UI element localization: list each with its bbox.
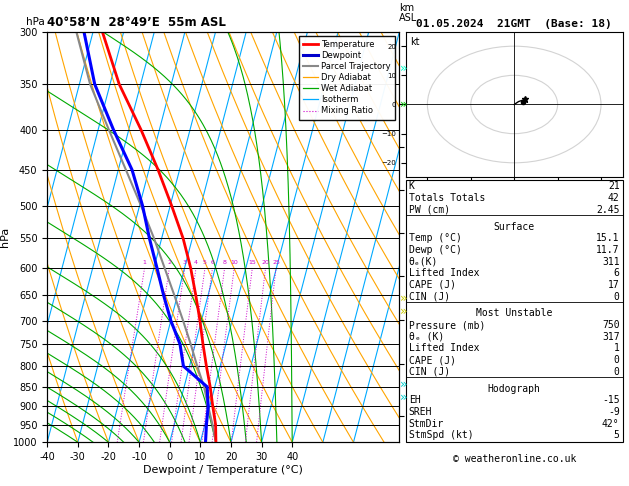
Text: 15.1: 15.1 (596, 233, 620, 243)
Text: 1: 1 (614, 344, 620, 353)
Text: 3: 3 (182, 260, 187, 265)
Text: 0: 0 (614, 367, 620, 377)
Text: StmDir: StmDir (409, 418, 444, 429)
Text: 0: 0 (614, 355, 620, 365)
Text: 21: 21 (608, 181, 620, 191)
Text: © weatheronline.co.uk: © weatheronline.co.uk (452, 454, 576, 464)
Text: 40°58’N  28°49’E  55m ASL: 40°58’N 28°49’E 55m ASL (47, 16, 226, 29)
Text: Mixing Ratio (g/kg): Mixing Ratio (g/kg) (440, 191, 450, 283)
Text: -15: -15 (602, 395, 620, 405)
Text: -9: -9 (608, 407, 620, 417)
Text: Surface: Surface (494, 222, 535, 231)
Text: K: K (409, 181, 415, 191)
Text: »: » (399, 378, 407, 391)
Text: CIN (J): CIN (J) (409, 292, 450, 301)
Text: 2.45: 2.45 (596, 205, 620, 215)
Text: Most Unstable: Most Unstable (476, 309, 552, 318)
Text: Lifted Index: Lifted Index (409, 268, 479, 278)
Text: Temp (°C): Temp (°C) (409, 233, 462, 243)
Text: 0: 0 (614, 292, 620, 301)
Text: 42°: 42° (602, 418, 620, 429)
Text: 1: 1 (143, 260, 147, 265)
Text: hPa: hPa (26, 17, 45, 28)
Text: θₑ(K): θₑ(K) (409, 257, 438, 266)
Text: 6: 6 (614, 268, 620, 278)
Text: EH: EH (409, 395, 421, 405)
Text: 4: 4 (194, 260, 198, 265)
Text: CAPE (J): CAPE (J) (409, 280, 456, 290)
Text: 5: 5 (614, 430, 620, 440)
Text: Dewp (°C): Dewp (°C) (409, 245, 462, 255)
Text: PW (cm): PW (cm) (409, 205, 450, 215)
Text: 317: 317 (602, 332, 620, 342)
Text: SREH: SREH (409, 407, 432, 417)
Text: CIN (J): CIN (J) (409, 367, 450, 377)
Legend: Temperature, Dewpoint, Parcel Trajectory, Dry Adiabat, Wet Adiabat, Isotherm, Mi: Temperature, Dewpoint, Parcel Trajectory… (299, 36, 395, 120)
Text: Hodograph: Hodograph (487, 383, 541, 394)
Text: 17: 17 (608, 280, 620, 290)
Text: LCL: LCL (406, 424, 423, 433)
Text: StmSpd (kt): StmSpd (kt) (409, 430, 474, 440)
Text: Pressure (mb): Pressure (mb) (409, 320, 485, 330)
Text: 10: 10 (230, 260, 238, 265)
Text: »: » (399, 62, 407, 74)
Text: »: » (399, 305, 407, 317)
Text: kt: kt (410, 37, 420, 48)
Text: 15: 15 (248, 260, 256, 265)
Text: Totals Totals: Totals Totals (409, 193, 485, 203)
Y-axis label: hPa: hPa (0, 227, 10, 247)
Text: 20: 20 (262, 260, 269, 265)
Text: 750: 750 (602, 320, 620, 330)
Text: CAPE (J): CAPE (J) (409, 355, 456, 365)
Text: 5: 5 (203, 260, 207, 265)
Text: 2: 2 (167, 260, 171, 265)
Text: »: » (399, 98, 407, 111)
Text: 42: 42 (608, 193, 620, 203)
Text: 25: 25 (272, 260, 280, 265)
X-axis label: Dewpoint / Temperature (°C): Dewpoint / Temperature (°C) (143, 465, 303, 475)
Text: 11.7: 11.7 (596, 245, 620, 255)
Text: θₑ (K): θₑ (K) (409, 332, 444, 342)
Text: 6: 6 (211, 260, 214, 265)
Text: 311: 311 (602, 257, 620, 266)
Text: 8: 8 (223, 260, 226, 265)
Text: Lifted Index: Lifted Index (409, 344, 479, 353)
Text: 01.05.2024  21GMT  (Base: 18): 01.05.2024 21GMT (Base: 18) (416, 19, 612, 29)
Text: km
ASL: km ASL (399, 2, 418, 23)
Text: »: » (399, 391, 407, 404)
Text: »: » (399, 292, 407, 304)
